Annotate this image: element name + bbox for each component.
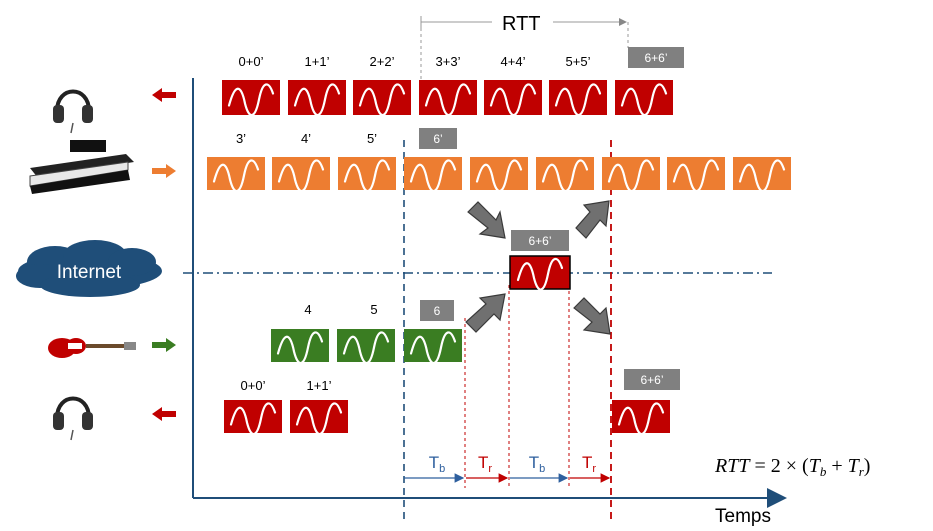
server-label-box xyxy=(511,230,569,251)
flow-arrows xyxy=(465,200,611,335)
guitar-label: 4 xyxy=(304,302,311,317)
axis-label: Temps xyxy=(715,506,771,527)
bottom-headphones-label: 0+0’ xyxy=(241,378,266,393)
guitar-block xyxy=(404,329,462,365)
top-headphones-label: 5+5’ xyxy=(566,54,591,69)
bottom-headphones-block xyxy=(612,400,670,436)
arrow-left-top-icon xyxy=(152,88,176,102)
arrow-left-bottom-icon xyxy=(152,407,176,421)
internet-label: Internet xyxy=(57,262,122,283)
arrow-guitar-to-server-icon xyxy=(465,293,506,333)
piano-block xyxy=(733,157,791,193)
piano-label: 5’ xyxy=(367,131,377,146)
bottom-headphones-gray-label-box xyxy=(624,369,680,390)
headphones-top-icon xyxy=(53,89,93,134)
headphones-bottom-icon xyxy=(53,396,93,441)
arrow-right-guitar-icon xyxy=(152,338,176,352)
arrow-server-to-headphones-icon xyxy=(573,297,611,335)
interval-label: Tr xyxy=(582,453,596,475)
top-headphones-block xyxy=(353,80,411,117)
guitar-icon xyxy=(48,338,136,358)
top-headphones-block xyxy=(484,80,542,117)
guitar-label: 5 xyxy=(370,302,377,317)
piano-block xyxy=(404,157,462,193)
guitar-block xyxy=(271,329,329,365)
piano-gray-label: 6’ xyxy=(433,132,442,146)
arrow-right-piano-icon xyxy=(152,164,176,178)
piano-label: 4’ xyxy=(301,131,311,146)
time-axis xyxy=(192,78,787,508)
bottom-headphones-label: 1+1’ xyxy=(307,378,332,393)
top-headphones-label: 1+1’ xyxy=(305,54,330,69)
piano-block xyxy=(207,157,265,193)
server-mix-block xyxy=(509,255,571,291)
top-headphones-block xyxy=(549,80,607,117)
guitar-gray-label-box xyxy=(420,300,454,321)
top-headphones-gray-label: 6+6’ xyxy=(644,51,667,65)
guitar-block xyxy=(337,329,395,365)
top-headphones-gray-label-box xyxy=(628,47,684,68)
top-headphones-label: 3+3’ xyxy=(436,54,461,69)
interval-label: Tb xyxy=(529,453,546,475)
bottom-headphones-block xyxy=(290,400,348,436)
top-headphones-block xyxy=(615,80,673,117)
piano-block xyxy=(602,157,660,193)
piano-block xyxy=(470,157,528,193)
piano-block xyxy=(667,157,725,193)
interval-label: Tb xyxy=(429,453,446,475)
piano-block xyxy=(272,157,330,193)
top-headphones-block xyxy=(222,80,280,117)
top-headphones-label: 4+4’ xyxy=(501,54,526,69)
top-headphones-block xyxy=(419,80,477,117)
bottom-headphones-block xyxy=(224,400,282,436)
arrow-piano-to-server-icon xyxy=(467,201,506,239)
guitar-gray-label: 6 xyxy=(434,304,441,318)
server-label: 6+6’ xyxy=(528,234,551,248)
piano-block xyxy=(536,157,594,193)
piano-icon xyxy=(29,140,134,194)
piano-gray-label-box xyxy=(419,128,457,149)
interval-label: Tr xyxy=(478,453,492,475)
bottom-headphones-gray-label: 6+6’ xyxy=(640,373,663,387)
rtt-bracket xyxy=(420,16,629,80)
top-headphones-block xyxy=(288,80,346,117)
arrow-server-to-piano-icon xyxy=(575,200,610,239)
cloud-icon xyxy=(16,240,162,297)
rtt-label: RTT xyxy=(502,13,541,35)
top-headphones-label: 2+2’ xyxy=(370,54,395,69)
rtt-formula: RTT = 2 × (Tb + Tr) xyxy=(714,455,870,479)
top-headphones-label: 0+0’ xyxy=(239,54,264,69)
piano-label: 3’ xyxy=(236,131,246,146)
piano-block xyxy=(338,157,396,193)
